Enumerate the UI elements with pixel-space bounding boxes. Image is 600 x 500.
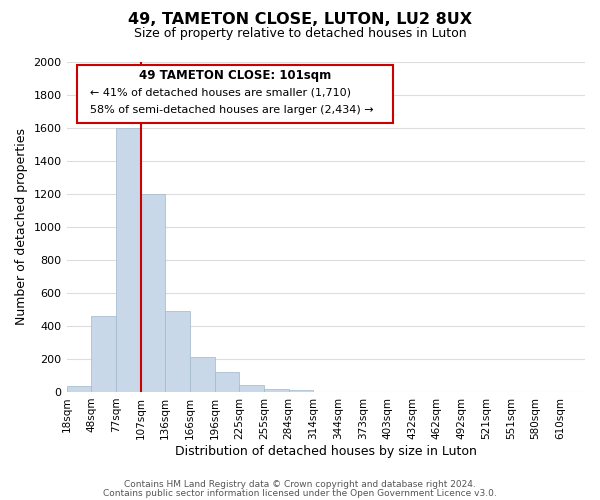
Text: Size of property relative to detached houses in Luton: Size of property relative to detached ho…: [134, 28, 466, 40]
X-axis label: Distribution of detached houses by size in Luton: Distribution of detached houses by size …: [175, 444, 477, 458]
Text: Contains public sector information licensed under the Open Government Licence v3: Contains public sector information licen…: [103, 488, 497, 498]
Bar: [67, 386, 91, 392]
Bar: [239, 384, 264, 392]
Bar: [264, 388, 289, 392]
Bar: [140, 194, 165, 392]
Y-axis label: Number of detached properties: Number of detached properties: [15, 128, 28, 325]
Bar: [190, 358, 215, 392]
Text: ← 41% of detached houses are smaller (1,710): ← 41% of detached houses are smaller (1,…: [90, 88, 351, 98]
Text: 49 TAMETON CLOSE: 101sqm: 49 TAMETON CLOSE: 101sqm: [139, 69, 331, 82]
Bar: [116, 128, 140, 392]
FancyBboxPatch shape: [77, 65, 393, 122]
Text: Contains HM Land Registry data © Crown copyright and database right 2024.: Contains HM Land Registry data © Crown c…: [124, 480, 476, 489]
Bar: [165, 311, 190, 392]
Text: 49, TAMETON CLOSE, LUTON, LU2 8UX: 49, TAMETON CLOSE, LUTON, LU2 8UX: [128, 12, 472, 28]
Bar: [215, 372, 239, 392]
Text: 58% of semi-detached houses are larger (2,434) →: 58% of semi-detached houses are larger (…: [90, 105, 373, 115]
Bar: [289, 390, 313, 392]
Bar: [91, 316, 116, 392]
